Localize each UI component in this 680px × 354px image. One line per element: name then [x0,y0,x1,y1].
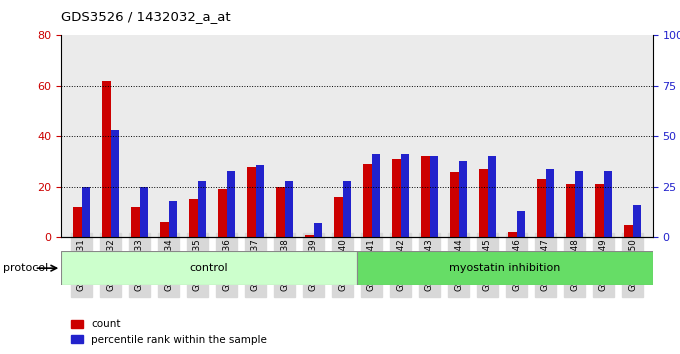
Bar [197,181,205,237]
Bar [313,223,322,237]
Bar [458,160,466,237]
Bar [248,167,256,237]
Bar [305,235,313,237]
Bar [73,207,82,237]
Bar [537,179,545,237]
Bar [256,165,264,237]
Bar [596,184,604,237]
Bar [566,184,575,237]
Bar [545,169,554,237]
Bar [624,224,632,237]
Bar [218,189,226,237]
Legend: count, percentile rank within the sample: count, percentile rank within the sample [67,315,271,349]
Bar [517,211,525,237]
Bar [450,172,458,237]
Bar [82,187,90,237]
Bar [363,164,371,237]
Bar [488,156,496,237]
Text: myostatin inhibition: myostatin inhibition [449,263,560,273]
Bar [604,171,611,237]
Text: GDS3526 / 1432032_a_at: GDS3526 / 1432032_a_at [61,10,231,23]
Bar [479,169,488,237]
Bar [430,156,438,237]
Bar [632,205,641,237]
Bar [131,207,139,237]
Bar [189,199,197,237]
Bar [575,171,583,237]
Bar [276,187,284,237]
Bar [169,201,177,237]
Bar [226,171,235,237]
Bar [343,181,351,237]
Text: control: control [190,263,228,273]
Bar [401,154,409,237]
Bar [103,81,110,237]
Bar [335,197,343,237]
Bar [139,187,148,237]
Bar [160,222,169,237]
Bar [509,232,517,237]
Bar [357,251,653,285]
Bar [422,156,430,237]
Text: protocol: protocol [3,263,49,273]
Bar [110,130,118,237]
Bar [392,159,401,237]
Bar [61,251,357,285]
Bar [371,154,379,237]
Bar [284,181,292,237]
